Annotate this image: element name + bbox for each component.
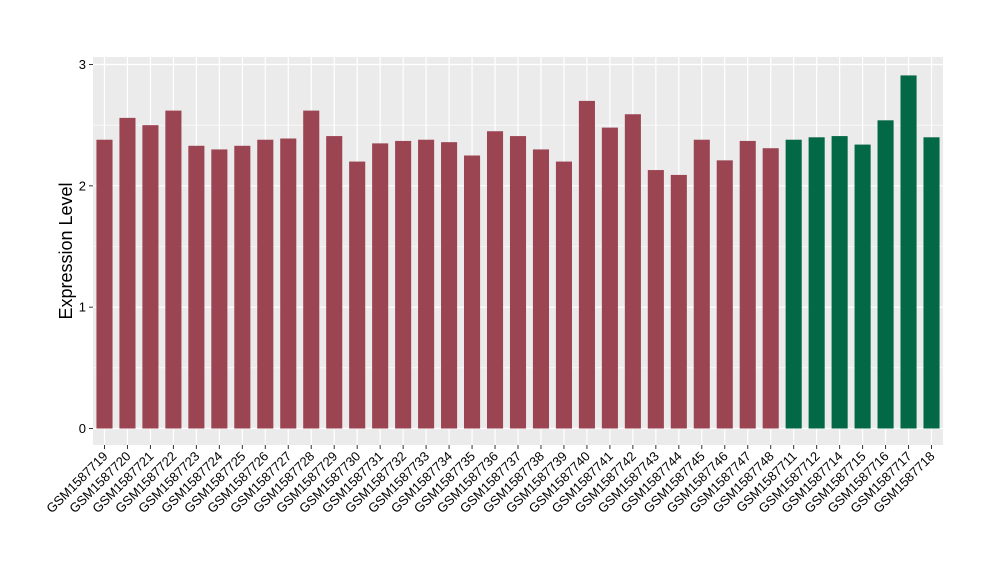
bar [96, 139, 113, 429]
bar [670, 174, 687, 429]
y-tick-label: 0 [79, 421, 86, 436]
bar [854, 144, 871, 429]
y-tick-label: 3 [79, 57, 86, 72]
y-tick-label: 1 [79, 300, 86, 315]
bar [555, 161, 572, 429]
y-axis: 0 1 2 3 [79, 57, 93, 436]
bar [509, 136, 527, 429]
y-tick-label: 2 [79, 178, 86, 193]
bar [762, 148, 779, 429]
bar [739, 140, 756, 429]
bar [601, 127, 618, 429]
bar [326, 136, 343, 429]
bar [693, 139, 710, 429]
bar [257, 139, 274, 429]
bar [441, 142, 458, 429]
bar [395, 140, 412, 429]
bar [877, 120, 894, 429]
bar [142, 125, 159, 429]
bar [923, 137, 940, 429]
bar [486, 131, 504, 429]
bar [716, 160, 733, 429]
bars [96, 75, 940, 429]
bar [624, 114, 641, 429]
bar [303, 110, 320, 429]
bar [647, 170, 664, 429]
y-axis-title: Expression Level [56, 182, 76, 319]
bar [349, 161, 366, 429]
bar [808, 137, 825, 429]
bar [119, 117, 136, 429]
bar [372, 143, 389, 429]
bar [831, 136, 848, 429]
bar [211, 149, 228, 429]
bar [188, 145, 205, 429]
bar [280, 138, 297, 429]
bar [234, 145, 251, 429]
bar [578, 100, 595, 429]
bar [532, 149, 550, 429]
bar [464, 155, 481, 429]
x-axis: GSM1587719GSM1587720GSM1587721GSM1587722… [43, 445, 938, 516]
bar [418, 139, 435, 429]
bar [165, 110, 182, 429]
bar [900, 75, 917, 429]
bar [785, 139, 802, 429]
